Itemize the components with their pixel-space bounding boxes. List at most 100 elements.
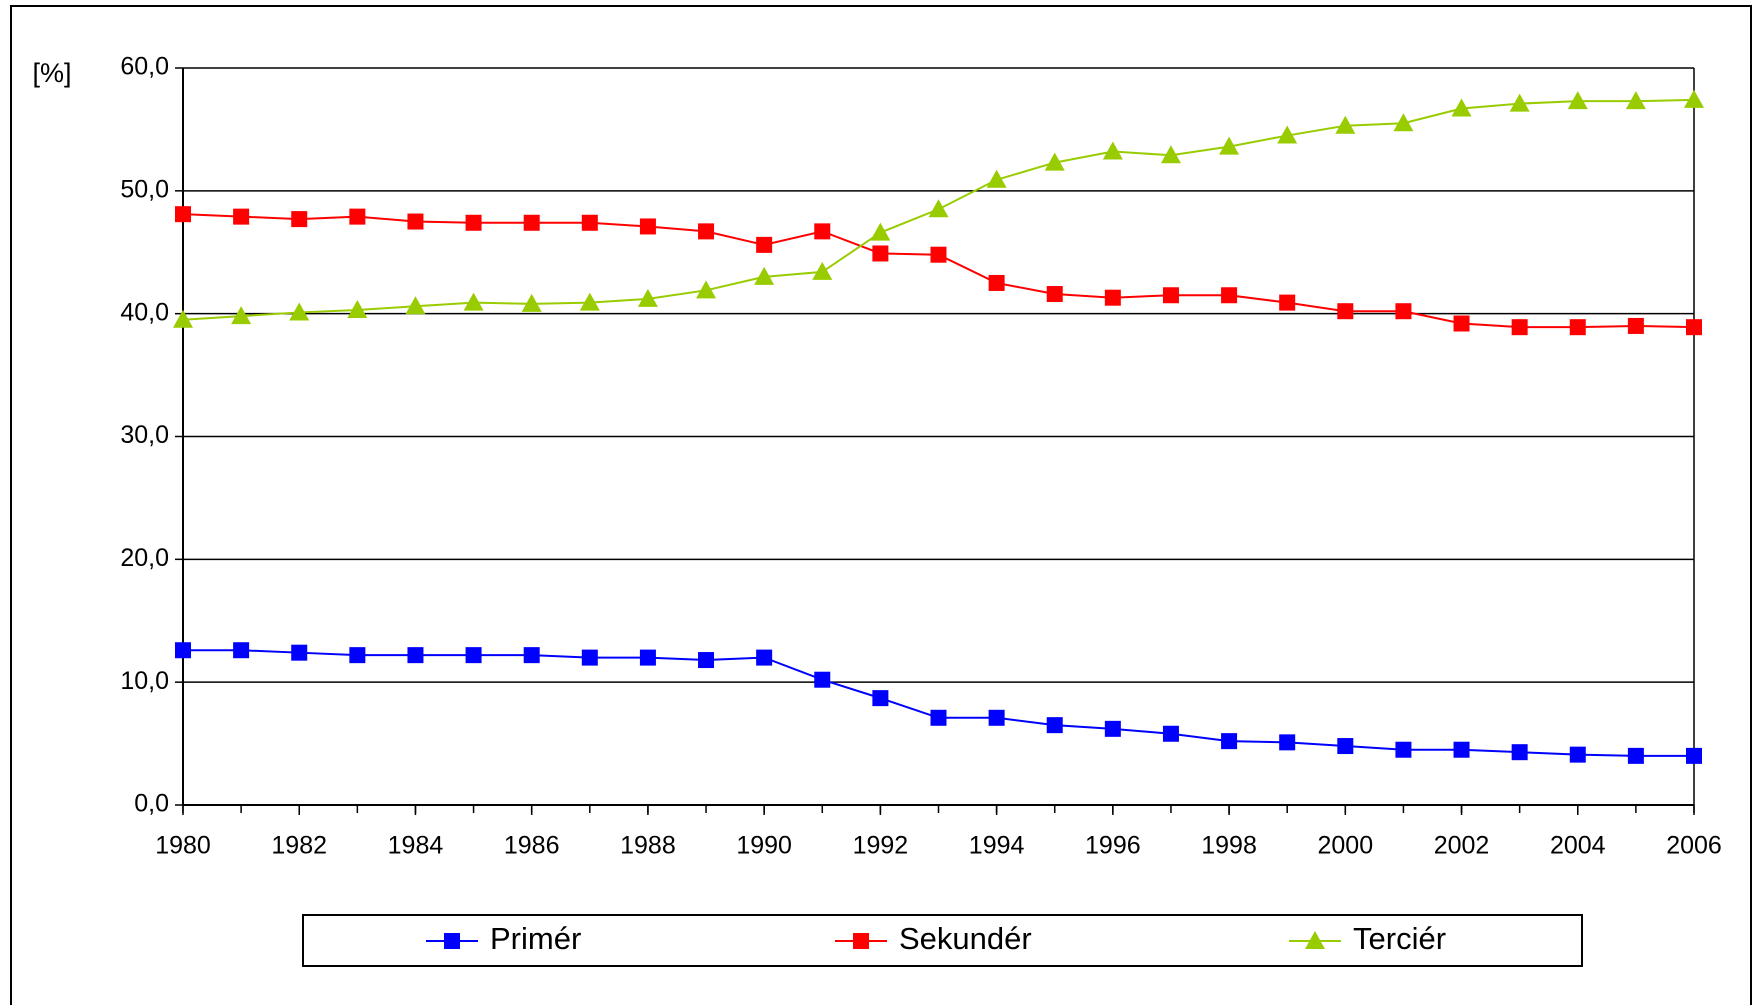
marker: [1511, 319, 1528, 336]
marker: [1279, 294, 1296, 311]
marker: [754, 266, 775, 285]
marker: [930, 246, 947, 263]
marker: [930, 709, 947, 726]
marker: [291, 644, 308, 661]
marker: [756, 649, 773, 666]
marker: [521, 293, 542, 312]
y-tick-label: 40,0: [120, 298, 169, 326]
marker: [1627, 317, 1644, 334]
legend-box: [302, 914, 1583, 967]
marker: [1104, 720, 1121, 737]
legend-label: Primér: [490, 921, 581, 956]
marker: [231, 306, 252, 325]
marker: [1337, 738, 1354, 755]
marker: [444, 933, 460, 949]
marker: [1569, 746, 1586, 763]
marker: [1046, 717, 1063, 734]
x-tick-label: 2002: [1434, 832, 1490, 860]
x-tick-label: 2004: [1550, 832, 1606, 860]
marker: [870, 222, 891, 241]
chart-frame: [10, 5, 1752, 1005]
x-tick-label: 1998: [1201, 832, 1257, 860]
marker: [1277, 125, 1298, 144]
marker: [1509, 93, 1530, 112]
marker: [1044, 152, 1065, 171]
x-tick-label: 1992: [853, 832, 909, 860]
marker: [988, 274, 1005, 291]
marker: [1625, 91, 1646, 110]
marker: [872, 690, 889, 707]
marker: [872, 245, 889, 262]
x-tick-label: 2006: [1666, 832, 1722, 860]
marker: [1686, 747, 1702, 764]
marker: [291, 211, 308, 228]
marker: [853, 933, 869, 949]
x-tick-label: 1986: [504, 832, 560, 860]
x-tick-label: 1990: [736, 832, 792, 860]
marker: [1162, 725, 1179, 742]
marker: [698, 652, 715, 669]
marker: [1511, 744, 1528, 761]
marker: [756, 236, 773, 253]
marker: [696, 280, 717, 299]
x-tick-label: 1996: [1085, 832, 1141, 860]
marker: [1569, 319, 1586, 336]
marker: [1453, 741, 1470, 758]
marker: [1221, 287, 1238, 304]
marker: [639, 649, 656, 666]
marker: [581, 649, 598, 666]
marker: [814, 223, 831, 240]
x-tick-label: 1980: [155, 832, 211, 860]
x-tick-label: 2000: [1317, 832, 1373, 860]
y-tick-label: 30,0: [120, 421, 169, 449]
legend-label: Terciér: [1353, 921, 1446, 956]
x-tick-label: 1984: [388, 832, 444, 860]
marker: [1221, 733, 1238, 750]
marker: [175, 642, 191, 659]
marker: [1684, 89, 1704, 108]
marker: [407, 213, 424, 230]
marker: [986, 169, 1007, 188]
marker: [405, 296, 426, 315]
marker: [1335, 115, 1356, 134]
marker: [523, 214, 540, 231]
x-tick-label: 1982: [271, 832, 327, 860]
marker: [1337, 303, 1354, 320]
marker: [1393, 113, 1414, 132]
marker: [1219, 136, 1240, 155]
marker: [523, 647, 540, 664]
marker: [1102, 141, 1123, 160]
marker: [465, 647, 482, 664]
marker: [1453, 315, 1470, 332]
marker: [173, 309, 193, 328]
marker: [463, 292, 484, 311]
y-axis-label: [%]: [32, 58, 71, 88]
marker: [814, 671, 831, 688]
marker: [928, 199, 949, 218]
marker: [233, 642, 250, 659]
marker: [581, 214, 598, 231]
x-tick-label: 1994: [969, 832, 1025, 860]
marker: [1686, 319, 1702, 336]
legend-label: Sekundér: [899, 921, 1032, 956]
marker: [1160, 145, 1181, 164]
x-tick-label: 1988: [620, 832, 676, 860]
marker: [1104, 289, 1121, 306]
marker: [349, 208, 366, 225]
marker: [1162, 287, 1179, 304]
marker: [1279, 734, 1296, 751]
marker: [289, 302, 310, 321]
marker: [988, 709, 1005, 726]
marker: [233, 208, 250, 225]
marker: [175, 206, 191, 223]
marker: [1305, 931, 1325, 949]
marker: [347, 299, 368, 318]
marker: [698, 223, 715, 240]
marker: [1046, 286, 1063, 303]
marker: [349, 647, 366, 664]
y-tick-label: 60,0: [120, 53, 169, 81]
marker: [1627, 747, 1644, 764]
y-tick-label: 20,0: [120, 544, 169, 572]
